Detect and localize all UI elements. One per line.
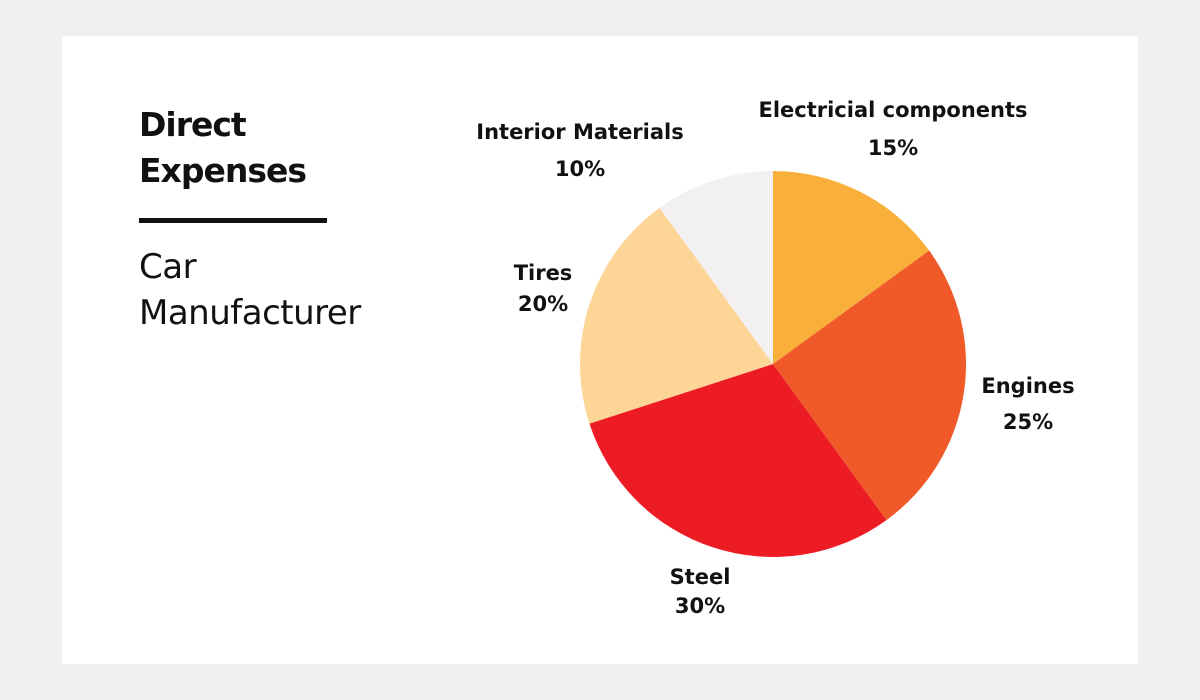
slice-label: Steel [670,565,731,589]
pie-slice [589,364,887,557]
pie-slice [773,250,966,521]
chart-subtitle: Car Manufacturer [139,247,361,333]
slice-value-label: 25% [1003,410,1053,434]
title-rule [139,218,327,223]
slice-value-label: 15% [868,136,918,160]
slice-label: Electricial components [758,98,1027,122]
slice-value-label: 20% [518,292,568,316]
pie-slice [580,207,773,424]
pie-slice [773,171,930,364]
slice-label: Interior Materials [476,120,683,144]
slice-value-label: 30% [675,594,725,618]
slice-value-label: 10% [555,157,605,181]
slice-label: Tires [514,261,573,285]
pie-slice [659,171,773,364]
slice-label: Engines [981,374,1074,398]
chart-title: Direct Expenses [139,105,307,190]
